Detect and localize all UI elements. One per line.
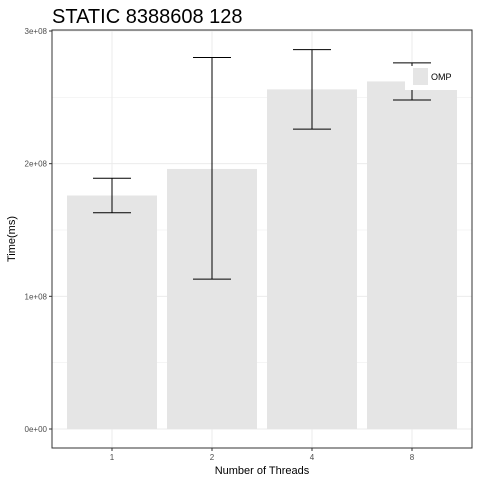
y-tick-label: 3e+08 (25, 27, 48, 36)
x-tick-label: 4 (310, 453, 315, 462)
y-axis-title: Time(ms) (6, 216, 18, 262)
bar-1 (67, 196, 157, 429)
y-tick-label: 1e+08 (25, 292, 48, 301)
chart-title: STATIC 8388608 128 (52, 6, 243, 28)
x-axis: 1 2 4 8 (110, 448, 415, 462)
x-axis-title: Number of Threads (215, 465, 310, 477)
x-tick-label: 8 (410, 453, 415, 462)
y-axis: 0e+00 1e+08 2e+08 3e+08 (25, 27, 52, 434)
y-tick-label: 0e+00 (25, 425, 48, 434)
legend-key-omp (413, 68, 428, 85)
x-tick-label: 2 (210, 453, 215, 462)
bar-8 (367, 81, 457, 429)
bar-4 (267, 89, 357, 429)
x-tick-label: 1 (110, 453, 115, 462)
y-tick-label: 2e+08 (25, 160, 48, 169)
legend-label-omp: OMP (431, 72, 452, 82)
legend: OMP (405, 66, 457, 90)
